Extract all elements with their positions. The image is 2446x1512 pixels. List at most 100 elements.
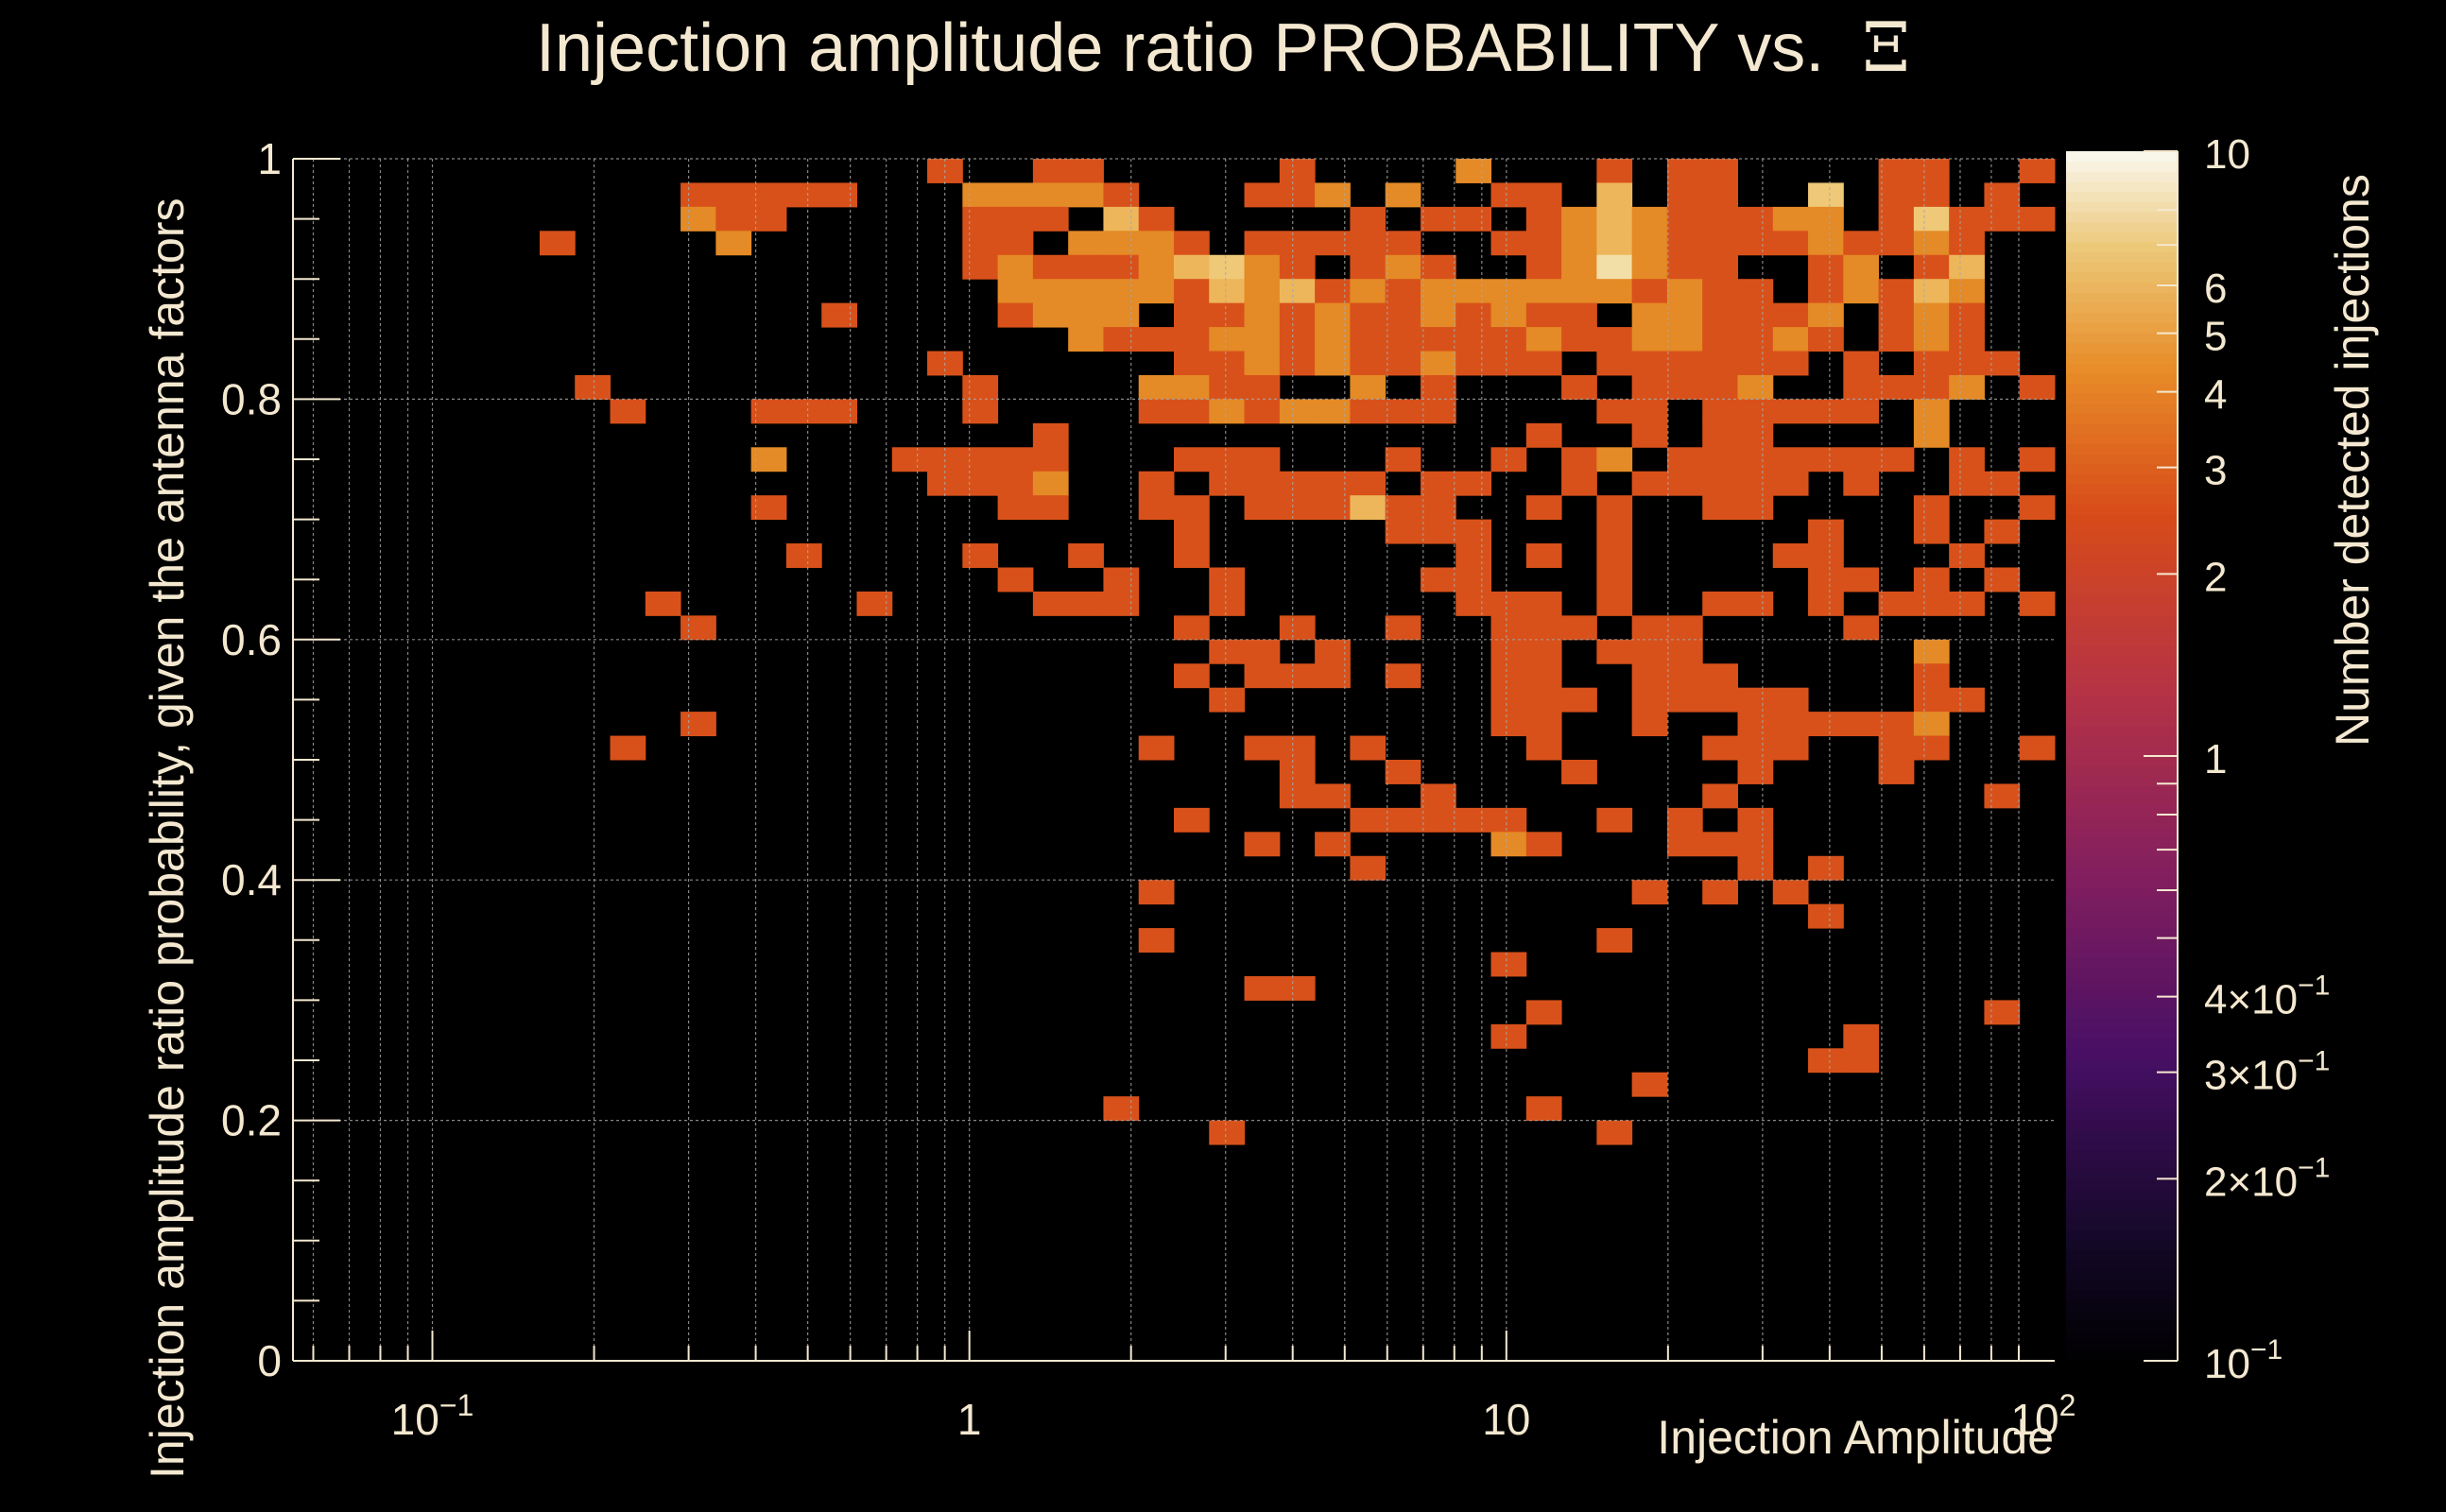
heatmap-cell: [1350, 351, 1387, 376]
heatmap-cell: [1666, 302, 1703, 328]
heatmap-cell: [1737, 206, 1774, 232]
palette-segment: [2066, 594, 2178, 606]
heatmap-cell: [750, 495, 787, 521]
heatmap-cell: [1525, 1000, 1562, 1025]
heatmap-cell: [1772, 880, 1809, 905]
heatmap-cell: [1420, 399, 1456, 424]
heatmap-cell: [1737, 495, 1774, 521]
heatmap-cell: [1385, 182, 1421, 208]
palette-tick-label: 3×10−1: [2204, 1046, 2330, 1099]
heatmap-cell: [1737, 279, 1774, 304]
heatmap-cell: [1138, 279, 1175, 304]
heatmap-cell: [1913, 231, 1950, 256]
heatmap-cell: [1174, 351, 1210, 376]
heatmap-cell: [1737, 591, 1774, 616]
heatmap-cell: [1279, 663, 1316, 689]
palette-segment: [2066, 363, 2178, 374]
heatmap-cell: [1138, 880, 1175, 905]
heatmap-cell: [1385, 447, 1421, 472]
palette-segment: [2066, 1089, 2178, 1100]
palette-segment: [2066, 383, 2178, 394]
palette-segment: [2066, 454, 2178, 465]
heatmap-cell: [1561, 760, 1597, 784]
heatmap-cell: [1843, 1048, 1880, 1074]
heatmap-cell: [962, 471, 999, 496]
heatmap-cell: [1596, 807, 1633, 833]
heatmap-cell: [1666, 182, 1703, 208]
palette-segment: [2066, 1108, 2178, 1120]
palette-segment: [2066, 251, 2178, 263]
palette-segment: [2066, 1199, 2178, 1211]
chart-title: Injection amplitude ratio PROBABILITY vs…: [0, 8, 2446, 87]
heatmap-cell: [1878, 735, 1915, 761]
x-tick-label: 10: [1482, 1395, 1530, 1444]
heatmap-cell: [1596, 1120, 1633, 1145]
heatmap-cell: [1913, 327, 1950, 352]
heatmap-cell: [2019, 591, 2056, 616]
palette-segment: [2066, 1219, 2178, 1230]
heatmap-cell: [1949, 231, 1985, 256]
heatmap-cell: [1032, 471, 1069, 496]
heatmap-cell: [1737, 471, 1774, 496]
palette-segment: [2066, 262, 2178, 273]
heatmap-cell: [1456, 302, 1492, 328]
heatmap-cell: [1385, 663, 1421, 689]
heatmap-cell: [1420, 374, 1456, 400]
heatmap-cell: [1878, 231, 1915, 256]
palette-segment: [2066, 1068, 2178, 1079]
heatmap-cell: [1420, 327, 1456, 352]
heatmap-cell: [1068, 254, 1104, 280]
heatmap-cell: [1596, 543, 1633, 568]
heatmap-cell: [1843, 471, 1880, 496]
palette-segment: [2066, 625, 2178, 636]
palette-segment: [2066, 1007, 2178, 1019]
heatmap-cell: [1490, 182, 1527, 208]
palette-segment: [2066, 988, 2178, 999]
heatmap-cell: [1808, 447, 1844, 472]
heatmap-cell: [1490, 1023, 1527, 1049]
heatmap-cell: [1702, 663, 1738, 689]
heatmap-cell: [1490, 712, 1527, 737]
heatmap-cell: [1385, 302, 1421, 328]
palette-segment: [2066, 1249, 2178, 1261]
heatmap-cell: [1068, 543, 1104, 568]
heatmap-cell: [1103, 206, 1140, 232]
heatmap-cell: [1984, 1000, 2021, 1025]
palette-segment: [2066, 1210, 2178, 1221]
heatmap-cell: [1631, 374, 1668, 400]
heatmap-cell: [1244, 327, 1281, 352]
heatmap-cell: [1808, 712, 1844, 737]
heatmap-cell: [750, 206, 787, 232]
heatmap-cell: [1596, 928, 1633, 954]
palette-segment: [2066, 312, 2178, 323]
heatmap-cell: [1279, 783, 1316, 809]
heatmap-cell: [1525, 302, 1562, 328]
heatmap-cell: [1808, 567, 1844, 593]
palette-segment: [2066, 443, 2178, 455]
palette-segment: [2066, 423, 2178, 435]
heatmap-cell: [1631, 687, 1668, 713]
heatmap-cell: [1737, 832, 1774, 857]
heatmap-cell: [1209, 327, 1246, 352]
heatmap-cell: [1666, 807, 1703, 833]
palette-segment: [2066, 907, 2178, 919]
heatmap-cell: [1808, 399, 1844, 424]
heatmap-cell: [1702, 254, 1738, 280]
palette-segment: [2066, 1240, 2178, 1251]
heatmap-cell: [1561, 302, 1597, 328]
palette-tick-label: 4: [2204, 372, 2227, 419]
heatmap-cell: [821, 182, 857, 208]
heatmap-cell: [1174, 374, 1210, 400]
heatmap-cell: [997, 182, 1034, 208]
heatmap-cell: [1350, 254, 1387, 280]
heatmap-cell: [1209, 591, 1246, 616]
x-axis-label: Injection Amplitude: [1657, 1411, 2054, 1464]
palette-tick-label: 10−1: [2204, 1334, 2282, 1387]
palette-segment: [2066, 282, 2178, 293]
heatmap-cell: [1490, 279, 1527, 304]
heatmap-cell: [1525, 712, 1562, 737]
heatmap-cell: [1878, 374, 1915, 400]
heatmap-cell: [1843, 1023, 1880, 1049]
chart-title-symbol: Ξ: [1862, 8, 1910, 87]
heatmap-cell: [1772, 712, 1809, 737]
